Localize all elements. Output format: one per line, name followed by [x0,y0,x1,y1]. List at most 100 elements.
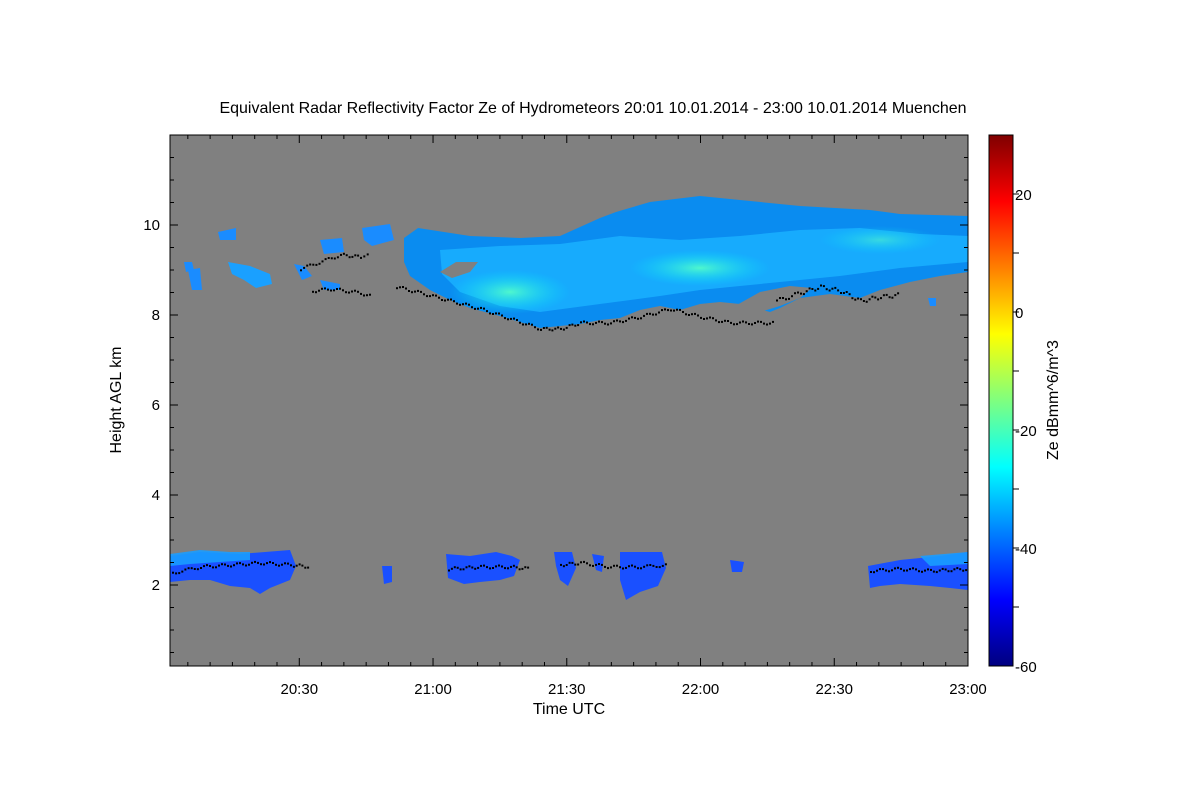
cloud-base-point [462,568,465,571]
cloud-base-point [357,290,359,293]
cloud-base-point [862,300,865,302]
cloud-base-point [622,321,624,324]
cloud-base-point [172,571,174,574]
cloud-base-point [196,568,199,571]
cloud-base-point [805,290,808,293]
cloud-base-point [876,569,878,572]
cloud-base-point [495,312,497,315]
cloud-base-point [318,289,320,292]
x-tick-label: 22:30 [815,681,853,698]
cloud-base-point [811,288,814,290]
plot-frame [169,134,969,667]
cloud-base-point [932,570,935,573]
cloud-base-point [655,313,657,316]
cloud-base-point [272,562,274,564]
cloud-base-point [354,289,356,292]
colorbar-axis: -60 -40 -20 0 20 [1013,187,1037,676]
cloud-base-point [785,298,787,301]
colorbar-label: Ze dBmm^6/m^3 [1045,340,1062,460]
cloud-base-point [649,564,652,566]
cloud-base-point [233,564,235,567]
cloud-base-point [304,566,307,569]
cloud-base-point [568,561,571,564]
cloud-base-point [510,565,512,568]
cloud-base-point [794,292,796,295]
cloud-base-point [791,295,793,298]
cloud-base-point [480,306,482,309]
cloud-base-point [330,289,332,292]
cloud-base-point [788,297,790,300]
cloud-base-point [366,253,369,256]
cloud-base-point [336,256,339,259]
cloud-base-point [944,568,947,571]
cloud-base-point [697,314,699,317]
upper-cloud-core [820,226,940,254]
cloud-base-point [551,329,554,332]
cloud-base-point [465,566,468,569]
cloud-base-point [507,318,509,321]
cloud-base-point [634,316,636,319]
cloud-base-point [420,290,422,293]
cloud-base-point [477,307,479,310]
cloud-base-point [315,263,318,266]
cloud-base-point [592,564,594,567]
cloud-base-point [583,320,585,323]
cloud-base-point [667,309,669,312]
cloud-base-point [828,289,831,292]
cloud-base-point [203,565,205,568]
cloud-base-point [589,564,591,567]
cloud-base-point [604,565,606,568]
cloud-base-point [601,563,603,566]
y-tick-label: 8 [152,307,160,324]
cloud-base-point [537,328,539,331]
cloud-base-point [278,564,280,567]
cloud-base-point [661,564,664,567]
cloud-base-point [882,294,885,297]
lower-cloud-bright [170,550,250,566]
cloud-base-point [808,287,811,290]
cloud-base-point [763,322,765,325]
cloud-patch [188,268,202,290]
cloud-base-point [522,323,524,326]
cloud-base-point [727,320,729,322]
cloud-base-point [950,570,953,573]
cloud-base-point [345,254,348,257]
cloud-base-point [658,311,660,314]
cloud-base-point [303,266,306,269]
cloud-base-point [224,563,226,566]
cloud-base-point [814,289,817,292]
cloud-base-point [351,255,354,258]
cloud-base-point [637,317,639,320]
y-axis-label: Height AGL km [108,346,125,453]
cloud-base-point [854,298,857,301]
cloud-base-point [927,568,929,571]
cloud-base-point [915,568,917,571]
cloud-base-point [483,564,485,567]
cloud-base-point [471,566,474,569]
cloud-base-point [924,569,926,572]
cloud-base-point [327,288,329,291]
cloud-base-point [676,308,678,311]
cloud-base-point [333,289,335,292]
cloud-patch [228,262,272,288]
cloud-base-point [548,328,551,331]
cloud-base-point [498,564,500,567]
cloud-base-point [474,307,476,310]
cloud-base-point [239,562,241,565]
cloud-base-point [739,321,741,324]
cloud-base-point [962,569,965,572]
x-tick-label: 22:00 [682,681,720,698]
cloud-base-point [577,563,580,566]
cloud-base-point [909,568,911,571]
lower-cloud-segment [554,552,576,586]
cloud-base-point [822,285,825,288]
cloud-base-point [307,566,310,569]
cloud-base-point [706,317,708,320]
cloud-base-point [312,290,314,293]
cloud-base-point [269,561,271,564]
cloud-base-point [480,564,482,567]
cloud-base-point [495,565,497,568]
cloud-base-point [595,321,597,324]
cloud-base-point [521,567,524,570]
cloud-base-point [637,567,639,570]
